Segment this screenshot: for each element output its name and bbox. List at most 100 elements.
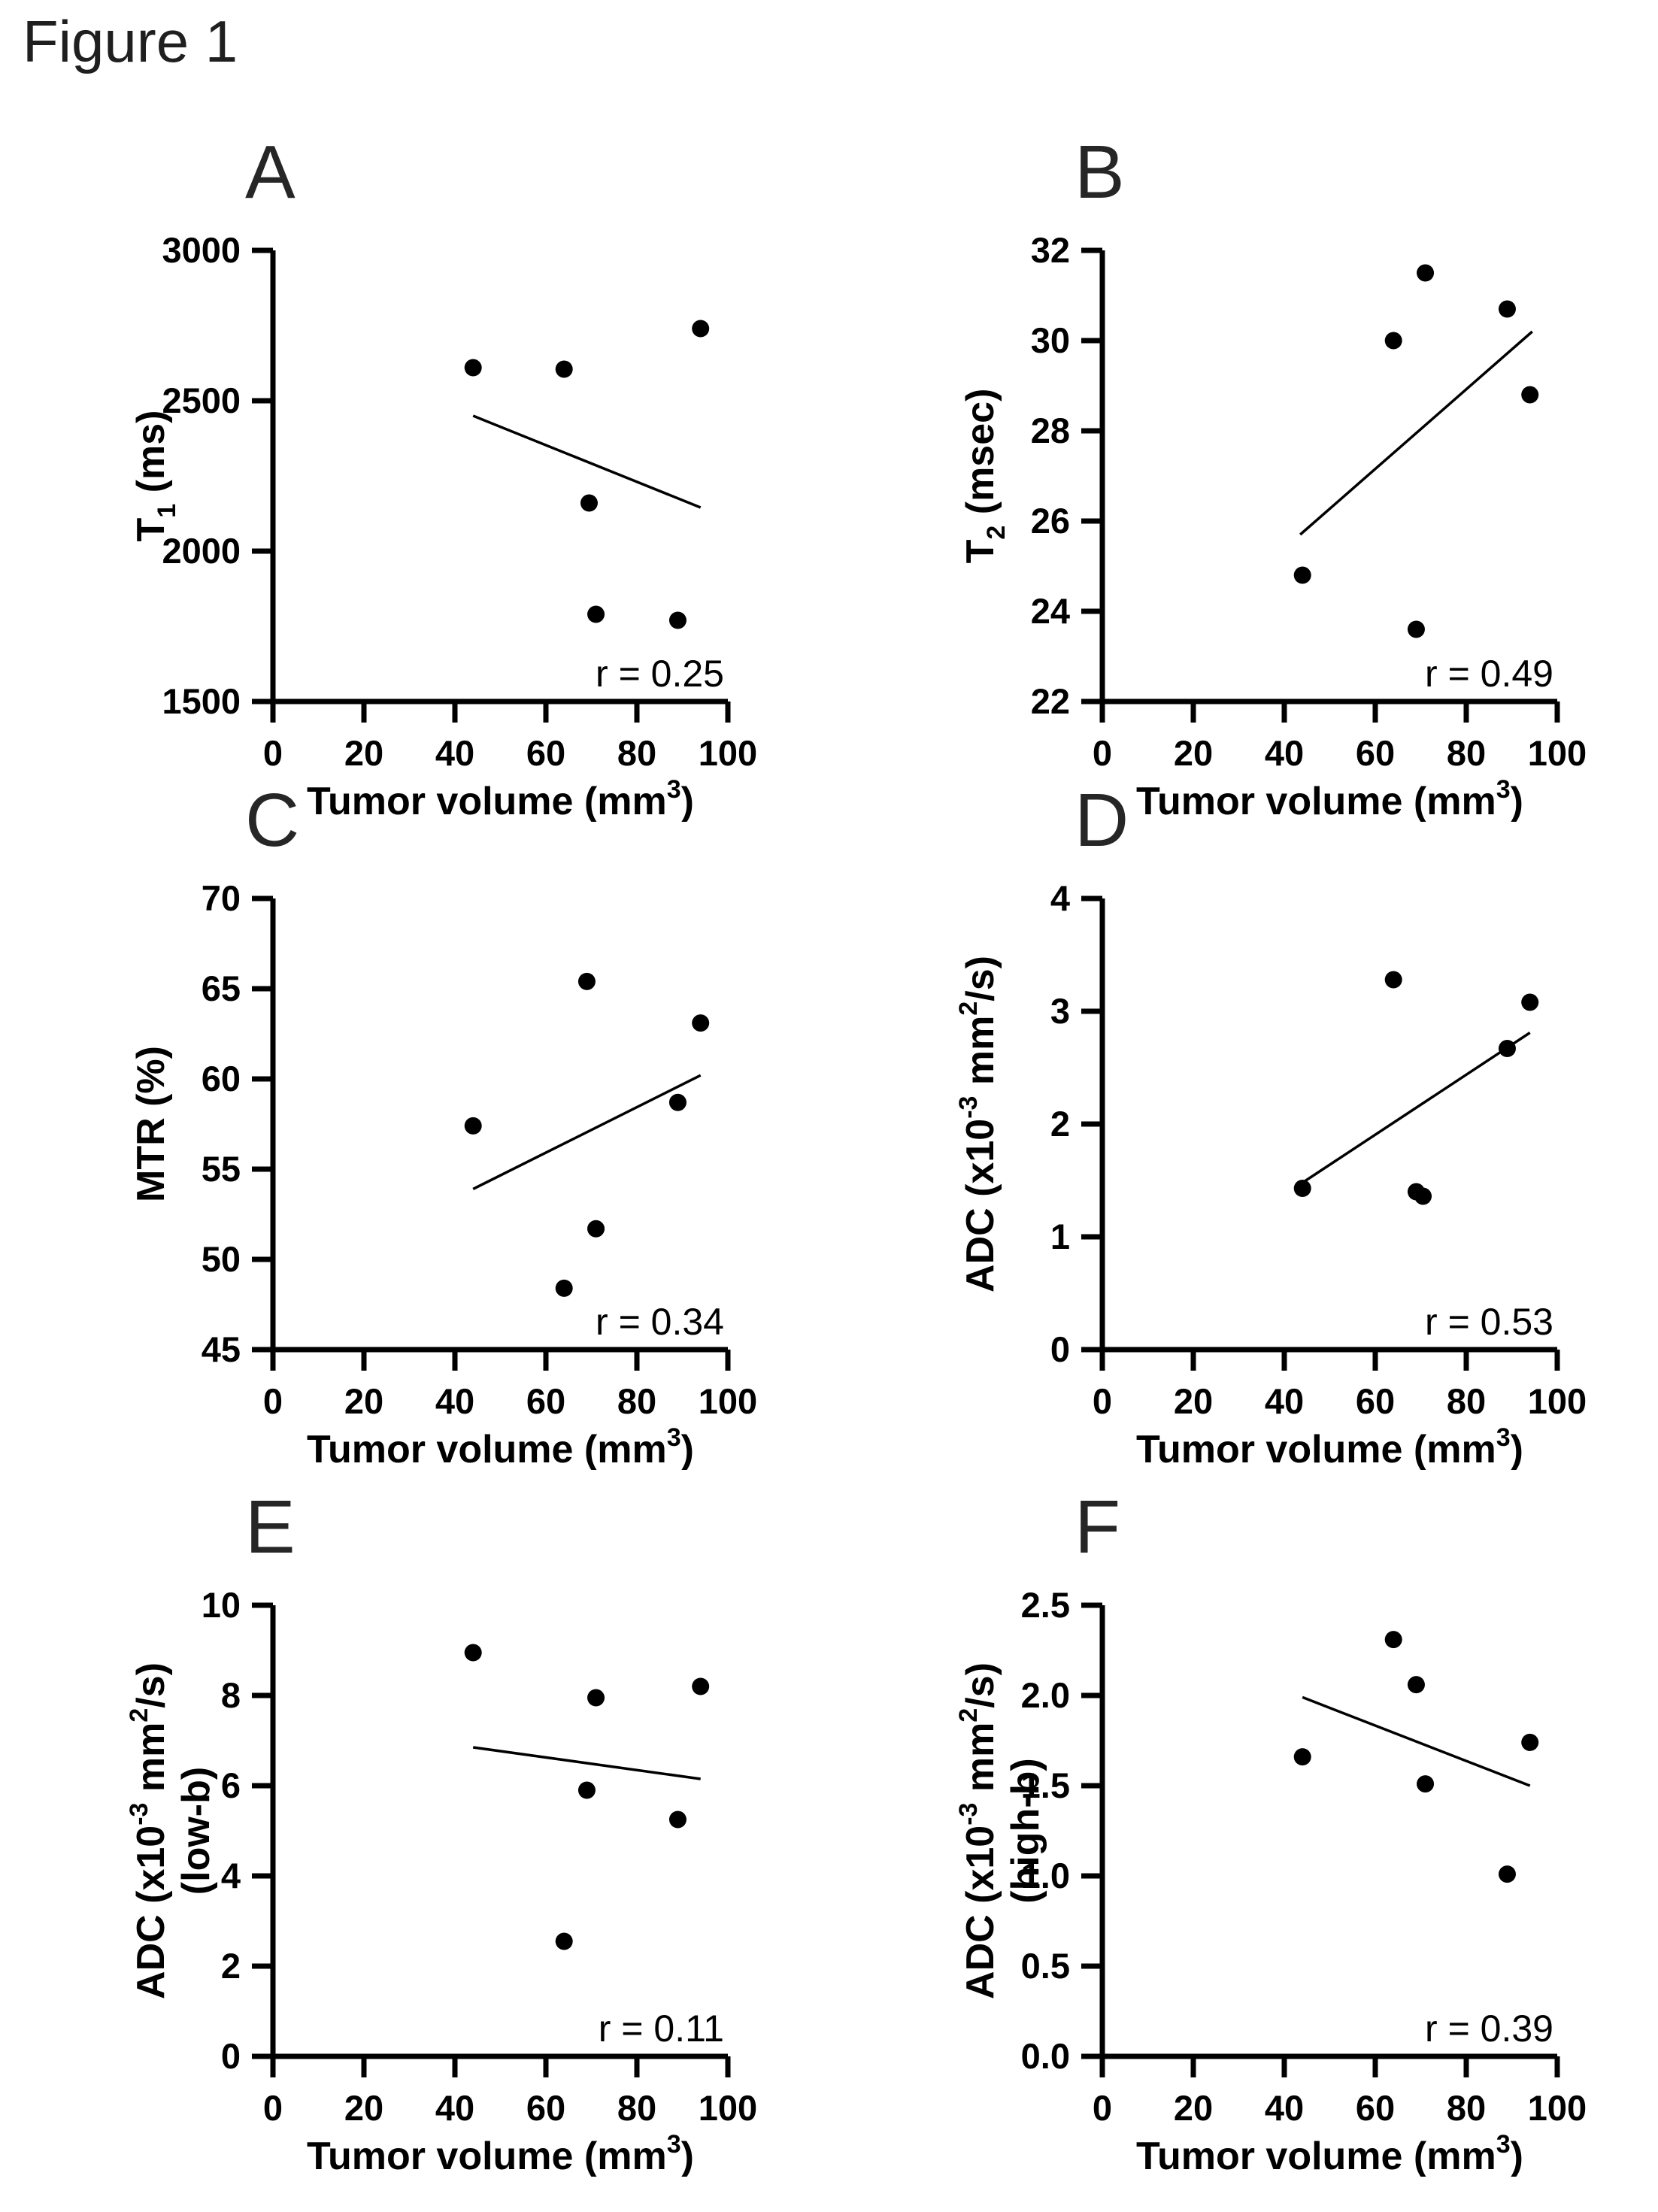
x-tick-label: 40 (1265, 733, 1304, 773)
chart-panel-e: E 0 2 4 6 8 10 0 20 40 60 80 100 r = 0.11 Tumor volume… (6, 1474, 833, 2178)
x-tick-label: 0 (1093, 1381, 1112, 1421)
y-tick-label: 1.5 (1021, 1765, 1070, 1805)
y-tick-label: 50 (202, 1239, 241, 1279)
correlation-r-label: r = 0.25 (596, 653, 724, 695)
x-axis-title: Tumor volume (mm3) (1136, 775, 1523, 822)
y-tick-label: 65 (202, 968, 241, 1008)
data-point (577, 1781, 596, 1799)
y-tick-label: 2 (221, 1946, 241, 1986)
data-point (1417, 1775, 1435, 1793)
panel-letter-b: B (1075, 130, 1125, 214)
data-point (1521, 1733, 1539, 1751)
x-tick-label: 80 (617, 1381, 656, 1421)
data-point (692, 320, 710, 338)
y-tick-label: 32 (1031, 230, 1070, 270)
trend-line (472, 1746, 701, 1780)
axis-spines (1099, 1605, 1557, 2077)
correlation-r-label: r = 0.39 (1425, 2007, 1553, 2050)
x-axis-title: Tumor volume (mm3) (307, 2130, 694, 2177)
data-point (1414, 1187, 1432, 1205)
trend-line (472, 414, 702, 509)
x-tick-label: 100 (699, 1381, 757, 1421)
chart-panel-a: A 1500 2000 2500 3000 0 20 40 60 80 100 r = 0.25 Tum… (6, 119, 833, 823)
x-tick-label: 40 (435, 2088, 474, 2128)
correlation-r-label: r = 0.34 (596, 1301, 724, 1343)
x-tick-label: 40 (1265, 1381, 1304, 1421)
y-axis-title-line2: (low-b) (174, 1767, 218, 1895)
data-point (1407, 1676, 1425, 1694)
axis-spines (270, 250, 728, 723)
y-tick-label: 22 (1031, 681, 1070, 721)
x-tick-label: 20 (1174, 733, 1213, 773)
x-tick-label: 0 (1093, 733, 1112, 773)
y-tick-label: 45 (202, 1329, 241, 1369)
chart-panel-c: C 45 50 55 60 65 70 0 20 40 60 80 100 r = 0.34 Tumor v… (6, 767, 833, 1471)
y-tick-label: 0.0 (1021, 2036, 1070, 2076)
x-tick-label: 80 (617, 2088, 656, 2128)
y-tick-label: 30 (1031, 320, 1070, 360)
x-tick-label: 40 (435, 1381, 474, 1421)
data-point (555, 360, 573, 378)
y-tick-label: 1 (1050, 1217, 1070, 1256)
x-tick-label: 80 (1447, 1381, 1486, 1421)
x-tick-label: 100 (699, 733, 757, 773)
x-tick-label: 0 (263, 1381, 283, 1421)
correlation-r-label: r = 0.11 (599, 2007, 724, 2050)
y-tick-label: 26 (1031, 501, 1070, 541)
data-point (1498, 1865, 1516, 1883)
y-tick-label: 55 (202, 1149, 241, 1189)
x-tick-label: 80 (1447, 2088, 1486, 2128)
panel-letter-f: F (1075, 1485, 1120, 1569)
x-tick-label: 100 (699, 2088, 757, 2128)
axis-spines (270, 898, 728, 1371)
y-tick-label: 3000 (162, 230, 241, 270)
y-axis-title: ADC (x10-3 mm2/s) (954, 956, 1002, 1292)
y-tick-label: 1.0 (1021, 1856, 1070, 1895)
data-point (587, 605, 605, 623)
y-tick-label: 2000 (162, 531, 241, 571)
y-tick-label: 4 (221, 1856, 241, 1895)
data-point (1521, 386, 1539, 404)
trend-line (1299, 330, 1533, 536)
data-point (1521, 993, 1539, 1011)
y-tick-label: 2500 (162, 380, 241, 420)
y-axis-title-line2: (high-b) (1004, 1758, 1047, 1903)
y-tick-label: 70 (202, 878, 241, 918)
panel-letter-c: C (245, 778, 299, 862)
panel-letter-d: D (1075, 778, 1129, 862)
x-tick-label: 20 (344, 2088, 383, 2128)
data-point (587, 1689, 605, 1707)
y-tick-label: 0 (1050, 1329, 1070, 1369)
scatter-plot-c: C 45 50 55 60 65 70 0 20 40 60 80 100 r = 0.34 Tumor v… (129, 778, 757, 1471)
panel-letter-a: A (245, 130, 296, 214)
x-tick-label: 60 (526, 2088, 565, 2128)
data-point (1407, 620, 1425, 638)
x-axis-title: Tumor volume (mm3) (1136, 1423, 1523, 1470)
x-tick-label: 100 (1528, 733, 1587, 773)
x-tick-label: 20 (344, 1381, 383, 1421)
x-tick-label: 60 (1356, 733, 1395, 773)
data-point (577, 972, 596, 990)
y-tick-label: 3 (1050, 991, 1070, 1031)
x-tick-label: 20 (344, 733, 383, 773)
y-axis-title: MTR (%) (129, 1046, 173, 1202)
x-tick-label: 0 (1093, 2088, 1112, 2128)
data-point (1498, 1040, 1516, 1057)
data-point (692, 1677, 710, 1695)
data-point (464, 1117, 482, 1135)
data-point (1384, 1631, 1402, 1649)
x-tick-label: 80 (617, 733, 656, 773)
scatter-plot-a: A 1500 2000 2500 3000 0 20 40 60 80 100 r = 0.25 Tum… (129, 130, 757, 823)
y-axis-title: T2 (msec) (959, 389, 1011, 564)
y-tick-label: 0.5 (1021, 1946, 1070, 1986)
x-tick-label: 100 (1528, 2088, 1587, 2128)
y-tick-label: 4 (1050, 878, 1070, 918)
y-axis-title: ADC (x10-3 mm2/s) (125, 1662, 173, 1999)
axis-spines (270, 1605, 728, 2077)
chart-panel-b: B 22 24 26 28 30 32 0 20 40 60 80 100 r = 0.49 Tumor v… (835, 119, 1658, 823)
y-axis-title: ADC (x10-3 mm2/s) (954, 1662, 1002, 1999)
x-tick-label: 60 (1356, 1381, 1395, 1421)
